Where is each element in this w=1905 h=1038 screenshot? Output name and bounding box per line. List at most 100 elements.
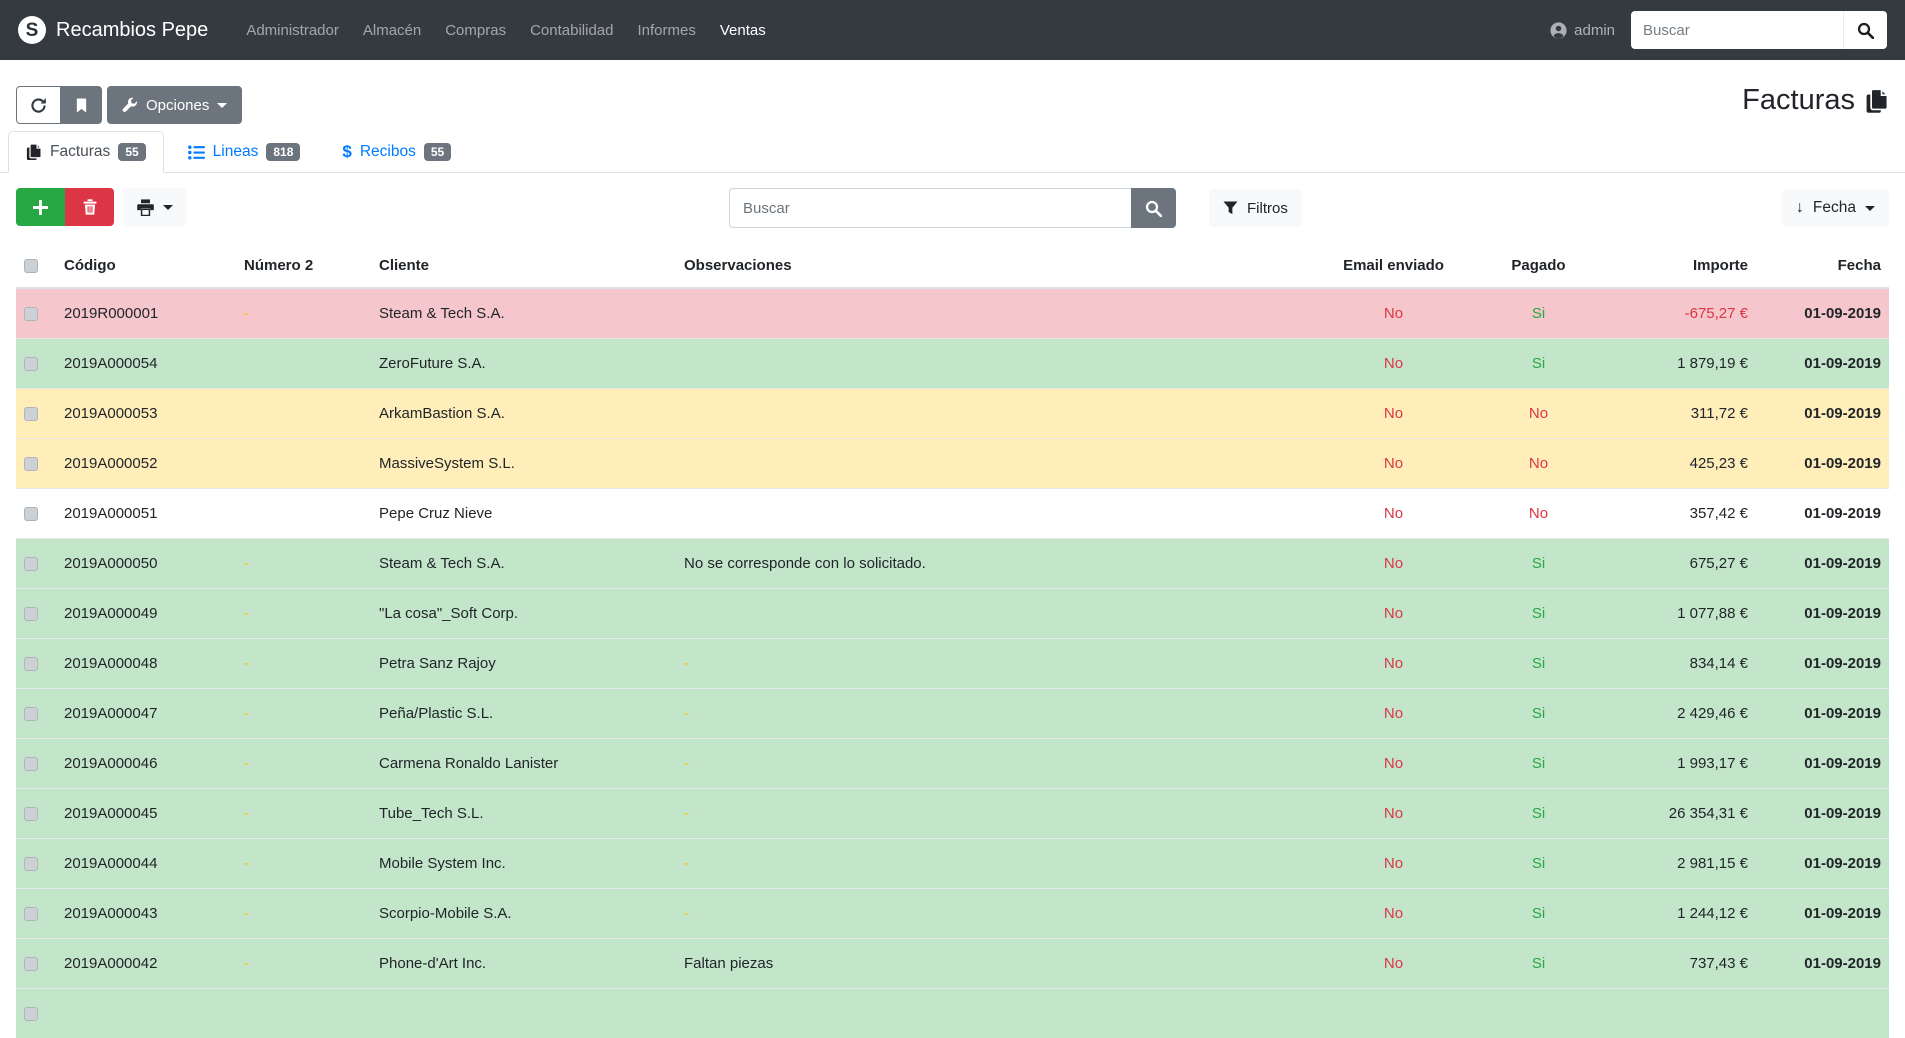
brand[interactable]: S Recambios Pepe	[18, 16, 208, 44]
row-checkbox[interactable]	[24, 807, 38, 821]
cell-fecha: 01-09-2019	[1756, 839, 1889, 889]
print-dropdown-button[interactable]	[123, 188, 187, 226]
cell-cliente: Phone-d'Art Inc.	[371, 939, 676, 989]
table-row[interactable]: 2019A000045 - Tube_Tech S.L. - No Si 26 …	[16, 789, 1889, 839]
nav-item-informes[interactable]: Informes	[625, 14, 707, 47]
table-row[interactable]: 2019A000044 - Mobile System Inc. - No Si…	[16, 839, 1889, 889]
cell-email-enviado: No	[1326, 489, 1461, 539]
row-checkbox[interactable]	[24, 907, 38, 921]
row-checkbox[interactable]	[24, 757, 38, 771]
cell-pagado: Si	[1461, 589, 1616, 639]
cell-fecha: 01-09-2019	[1756, 739, 1889, 789]
cell-codigo: 2019A000053	[56, 389, 236, 439]
cell-observaciones: Faltan piezas	[676, 939, 1326, 989]
col-email-enviado[interactable]: Email enviado	[1326, 244, 1461, 288]
table-row[interactable]: 2019A000042 - Phone-d'Art Inc. Faltan pi…	[16, 939, 1889, 989]
trash-icon	[83, 199, 97, 215]
cell-pagado: Si	[1461, 539, 1616, 589]
col-importe[interactable]: Importe	[1616, 244, 1756, 288]
filters-label: Filtros	[1247, 200, 1288, 217]
tab-label: Facturas	[50, 143, 110, 161]
nav-item-contabilidad[interactable]: Contabilidad	[518, 14, 625, 47]
table-row[interactable]: 2019A000052 MassiveSystem S.L. No No 425…	[16, 439, 1889, 489]
nav-item-administrador[interactable]: Administrador	[234, 14, 351, 47]
table-row[interactable]: 2019A000047 - Peña/Plastic S.L. - No Si …	[16, 689, 1889, 739]
row-checkbox[interactable]	[24, 957, 38, 971]
list-search-input[interactable]	[729, 188, 1131, 228]
row-checkbox[interactable]	[24, 457, 38, 471]
top-navbar: S Recambios Pepe Administrador Almacén C…	[0, 0, 1905, 60]
col-pagado[interactable]: Pagado	[1461, 244, 1616, 288]
select-all-checkbox[interactable]	[24, 259, 38, 273]
tab-facturas[interactable]: Facturas 55	[8, 131, 164, 173]
add-button[interactable]	[16, 188, 65, 226]
table-row[interactable]: 2019A000050 - Steam & Tech S.A. No se co…	[16, 539, 1889, 589]
list-search-button[interactable]	[1131, 188, 1176, 228]
table-row[interactable]: 2019R000001 - Steam & Tech S.A. No Si -6…	[16, 288, 1889, 339]
table-row[interactable]: 2019A000049 - "La cosa"_Soft Corp. No Si…	[16, 589, 1889, 639]
cell-email-enviado: No	[1326, 939, 1461, 989]
row-checkbox[interactable]	[24, 407, 38, 421]
row-checkbox[interactable]	[24, 857, 38, 871]
cell-observaciones: -	[676, 639, 1326, 689]
row-checkbox[interactable]	[24, 307, 38, 321]
cell-codigo: 2019A000048	[56, 639, 236, 689]
table-row[interactable]: 2019A000054 ZeroFuture S.A. No Si 1 879,…	[16, 339, 1889, 389]
tab-recibos[interactable]: $ Recibos 55	[324, 131, 469, 173]
col-numero2[interactable]: Número 2	[236, 244, 371, 288]
filter-icon	[1223, 201, 1238, 215]
col-cliente[interactable]: Cliente	[371, 244, 676, 288]
cell-observaciones	[676, 339, 1326, 389]
user-menu[interactable]: admin	[1550, 22, 1615, 39]
cell-importe: 1 077,88 €	[1616, 589, 1756, 639]
filters-button[interactable]: Filtros	[1209, 189, 1302, 227]
refresh-button[interactable]	[16, 86, 61, 124]
table-row[interactable]: 2019A000053 ArkamBastion S.A. No No 311,…	[16, 389, 1889, 439]
table-row[interactable]: 2019A000043 - Scorpio-Mobile S.A. - No S…	[16, 889, 1889, 939]
table-row[interactable]: 2019A000046 - Carmena Ronaldo Lanister -…	[16, 739, 1889, 789]
row-checkbox[interactable]	[24, 357, 38, 371]
cell-fecha	[1756, 989, 1889, 1038]
delete-button[interactable]	[65, 188, 114, 226]
cell-numero2: -	[236, 789, 371, 839]
invoice-table-body: 2019R000001 - Steam & Tech S.A. No Si -6…	[16, 288, 1889, 1038]
nav-item-almacen[interactable]: Almacén	[351, 14, 433, 47]
row-checkbox[interactable]	[24, 507, 38, 521]
row-checkbox[interactable]	[24, 557, 38, 571]
table-row[interactable]: 2019A000048 - Petra Sanz Rajoy - No Si 8…	[16, 639, 1889, 689]
cell-email-enviado: No	[1326, 839, 1461, 889]
global-search-input[interactable]	[1631, 11, 1843, 49]
table-row[interactable]: 2019A000051 Pepe Cruz Nieve No No 357,42…	[16, 489, 1889, 539]
cell-numero2	[236, 489, 371, 539]
options-dropdown-button[interactable]: Opciones	[107, 86, 242, 124]
col-observaciones[interactable]: Observaciones	[676, 244, 1326, 288]
sort-by-date-button[interactable]: ↓ Fecha	[1782, 189, 1889, 227]
cell-importe: 425,23 €	[1616, 439, 1756, 489]
tab-label: Lineas	[213, 143, 259, 161]
cell-email-enviado: No	[1326, 539, 1461, 589]
cell-observaciones: -	[676, 689, 1326, 739]
global-search-button[interactable]	[1843, 11, 1887, 49]
table-row[interactable]	[16, 989, 1889, 1038]
printer-icon	[137, 199, 154, 216]
cell-importe: 311,72 €	[1616, 389, 1756, 439]
cell-fecha: 01-09-2019	[1756, 389, 1889, 439]
row-checkbox[interactable]	[24, 607, 38, 621]
cell-numero2	[236, 439, 371, 489]
col-codigo[interactable]: Código	[56, 244, 236, 288]
row-checkbox[interactable]	[24, 657, 38, 671]
row-checkbox[interactable]	[24, 1007, 38, 1021]
tab-lineas[interactable]: Lineas 818	[170, 131, 319, 173]
cell-importe: 1 879,19 €	[1616, 339, 1756, 389]
cell-numero2: -	[236, 288, 371, 339]
cell-numero2: -	[236, 639, 371, 689]
nav-item-compras[interactable]: Compras	[433, 14, 518, 47]
nav-item-ventas[interactable]: Ventas	[708, 14, 778, 47]
cell-cliente: Peña/Plastic S.L.	[371, 689, 676, 739]
col-fecha[interactable]: Fecha	[1756, 244, 1889, 288]
row-checkbox[interactable]	[24, 707, 38, 721]
tab-count-badge: 55	[118, 143, 145, 161]
user-icon	[1550, 22, 1567, 39]
bookmark-button[interactable]	[61, 86, 102, 124]
cell-email-enviado	[1326, 989, 1461, 1038]
